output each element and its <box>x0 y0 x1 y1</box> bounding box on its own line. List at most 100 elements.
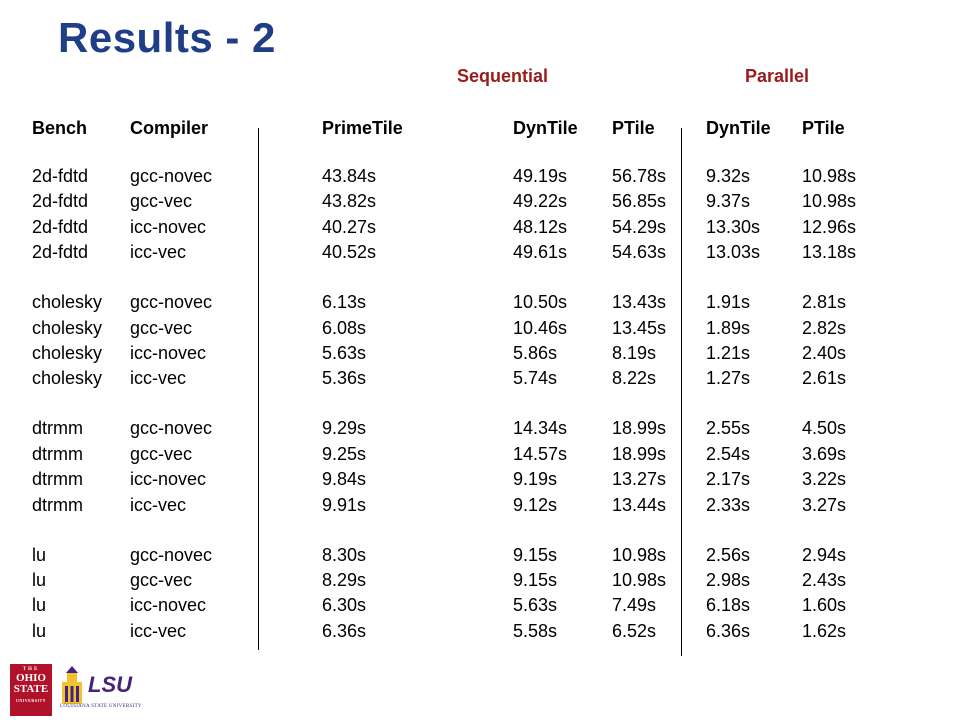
compiler-cell: gcc-vec <box>130 443 193 464</box>
compiler-cell: gcc-novec <box>130 544 213 565</box>
column-header: Compiler <box>130 118 209 138</box>
bench-cell: dtrmm <box>32 494 83 515</box>
time-cell: 2.56s <box>706 544 751 565</box>
time-cell: 14.34s <box>513 418 568 439</box>
time-cell: 3.27s <box>802 494 847 515</box>
time-cell: 5.74s <box>513 368 558 389</box>
time-cell: 2.55s <box>706 418 751 439</box>
time-cell: 9.15s <box>513 544 558 565</box>
time-cell: 48.12s <box>513 216 568 237</box>
table-row: cholesky gcc-vec 6.08s 10.46s 13.45s 1.89s 2.8… <box>0 316 960 340</box>
bench-cell: 2d-fdtd <box>32 191 89 212</box>
time-cell: 49.19s <box>513 166 568 186</box>
time-cell: 10.46s <box>513 317 568 338</box>
osu-logo-the: THE <box>22 667 40 672</box>
time-cell: 40.52s <box>322 242 377 263</box>
table-row: dtrmm gcc-vec 9.25s 14.57s 18.99s 2.54s 3.69s <box>0 442 960 466</box>
bench-cell: lu <box>32 620 47 641</box>
table-row: lu icc-vec 6.36s 5.58s 6.52s 6.36s 1.62s <box>0 619 960 643</box>
compiler-cell: icc-novec <box>130 343 207 363</box>
bench-cell: 2d-fdtd <box>32 242 89 263</box>
compiler-cell: gcc-vec <box>130 191 193 212</box>
table-row: 2d-fdtd icc-novec 40.27s 48.12s 54.29s 13.30s… <box>0 215 960 239</box>
compiler-cell: gcc-novec <box>130 166 213 186</box>
column-header: Bench <box>32 118 88 138</box>
compiler-cell: icc-novec <box>130 216 207 237</box>
time-cell: 2.43s <box>802 570 847 590</box>
time-cell: 43.82s <box>322 191 377 212</box>
bench-cell: 2d-fdtd <box>32 166 89 186</box>
time-cell: 2.94s <box>802 544 847 565</box>
column-header: PTile <box>802 118 845 138</box>
column-header: PTile <box>612 118 655 138</box>
time-cell: 8.19s <box>612 343 657 363</box>
osu-logo-ohio: OHIO <box>16 672 46 684</box>
time-cell: 49.61s <box>513 242 568 263</box>
table-row: dtrmm icc-novec 9.84s 9.19s 13.27s 2.17s 3.22s <box>0 467 960 491</box>
time-cell: 5.58s <box>513 620 558 641</box>
bench-cell: cholesky <box>32 343 103 363</box>
table-header-row: Bench Compiler PrimeTile DynTile PTile D… <box>0 116 960 140</box>
time-cell: 6.36s <box>706 620 751 641</box>
time-cell: 10.50s <box>513 292 568 313</box>
table-row: 2d-fdtd gcc-vec 43.82s 49.22s 56.85s 9.37s 10.… <box>0 189 960 213</box>
time-cell: 1.89s <box>706 317 751 338</box>
compiler-cell: icc-novec <box>130 595 207 616</box>
bench-cell: cholesky <box>32 368 103 389</box>
time-cell: 13.27s <box>612 469 667 490</box>
column-divider-right <box>681 128 682 656</box>
time-cell: 6.08s <box>322 317 367 338</box>
time-cell: 5.63s <box>322 343 367 363</box>
time-cell: 2.17s <box>706 469 751 490</box>
compiler-cell: gcc-novec <box>130 418 213 439</box>
column-header: PrimeTile <box>322 118 403 138</box>
time-cell: 40.27s <box>322 216 377 237</box>
time-cell: 9.15s <box>513 570 558 590</box>
time-cell: 6.52s <box>612 620 657 641</box>
column-divider-left <box>258 128 259 650</box>
time-cell: 6.30s <box>322 595 367 616</box>
bench-cell: lu <box>32 570 47 590</box>
time-cell: 12.96s <box>802 216 857 237</box>
time-cell: 13.45s <box>612 317 667 338</box>
lsu-logo: LSU LOUISIANA STATE UNIVERSITY <box>58 664 148 716</box>
time-cell: 5.36s <box>322 368 367 389</box>
table-row: lu icc-novec 6.30s 5.63s 7.49s 6.18s 1.60s <box>0 593 960 617</box>
time-cell: 13.18s <box>802 242 857 263</box>
bench-cell: lu <box>32 595 47 616</box>
table-row: lu gcc-vec 8.29s 9.15s 10.98s 2.98s 2.43s <box>0 568 960 592</box>
time-cell: 43.84s <box>322 166 377 186</box>
time-cell: 1.62s <box>802 620 847 641</box>
group-label-parallel: Parallel <box>745 66 810 86</box>
time-cell: 54.29s <box>612 216 667 237</box>
time-cell: 13.44s <box>612 494 667 515</box>
bench-cell: dtrmm <box>32 418 83 439</box>
time-cell: 10.98s <box>802 166 857 186</box>
table-row: cholesky icc-novec 5.63s 5.86s 8.19s 1.21s 2.4… <box>0 341 960 365</box>
bench-cell: cholesky <box>32 317 103 338</box>
time-cell: 3.69s <box>802 443 847 464</box>
table-row: 2d-fdtd gcc-novec 43.84s 49.19s 56.78s 9.32s 1… <box>0 164 960 188</box>
time-cell: 56.85s <box>612 191 667 212</box>
compiler-cell: icc-vec <box>130 620 187 641</box>
time-cell: 2.98s <box>706 570 751 590</box>
lsu-logo-subtitle: LOUISIANA STATE UNIVERSITY <box>60 704 142 709</box>
time-cell: 54.63s <box>612 242 667 263</box>
table-row: 2d-fdtd icc-vec 40.52s 49.61s 54.63s 13.03s 13… <box>0 240 960 264</box>
time-cell: 56.78s <box>612 166 667 186</box>
time-cell: 18.99s <box>612 418 667 439</box>
time-cell: 10.98s <box>802 191 857 212</box>
lsu-building-icon <box>62 666 82 704</box>
time-cell: 10.98s <box>612 570 667 590</box>
compiler-cell: icc-vec <box>130 494 187 515</box>
time-cell: 3.22s <box>802 469 847 490</box>
time-cell: 13.43s <box>612 292 667 313</box>
time-cell: 13.03s <box>706 242 761 263</box>
time-cell: 6.36s <box>322 620 367 641</box>
time-cell: 9.25s <box>322 443 367 464</box>
ohio-state-logo: THE OHIO STATE UNIVERSITY <box>10 664 52 716</box>
osu-logo-state: STATE <box>13 683 49 695</box>
time-cell: 8.22s <box>612 368 657 389</box>
time-cell: 2.82s <box>802 317 847 338</box>
time-cell: 1.27s <box>706 368 751 389</box>
